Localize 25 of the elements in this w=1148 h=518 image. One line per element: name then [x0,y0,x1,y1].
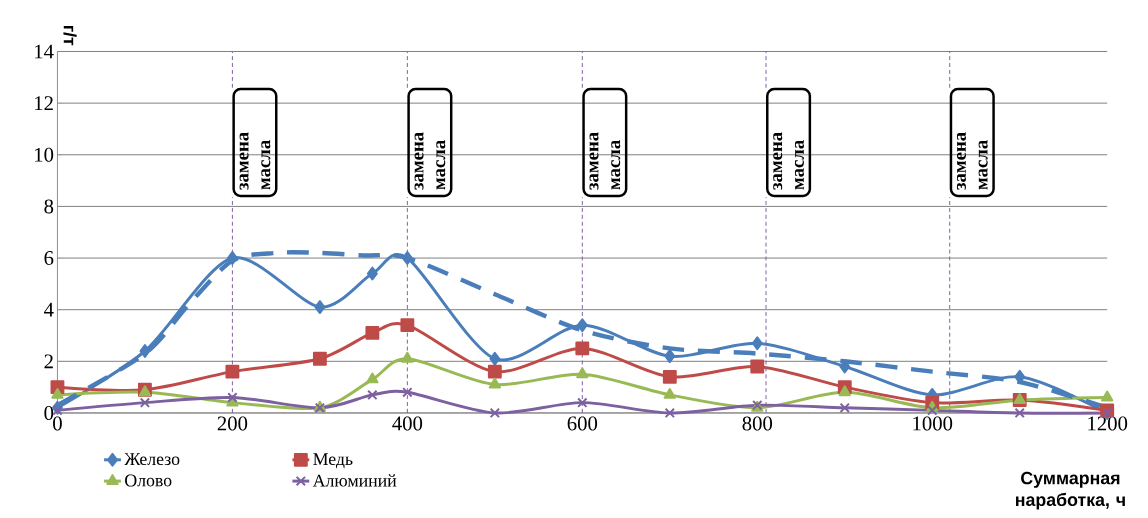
x-tick-label: 1200 [1088,416,1128,431]
ref-line-label: замена масла [773,132,804,190]
x-tick-label: 1000 [913,416,953,431]
legend-label: Медь [313,453,353,469]
x-axis-title: Суммарная наработка, ч [1016,471,1125,510]
ref-line-label: замена масла [239,132,271,190]
ref-line-label: замена масла [414,132,446,190]
y-tick-label: 14 [35,44,54,59]
x-tick-label: 200 [217,416,248,431]
y-axis-title: г/т [63,25,77,46]
y-tick-label: 12 [35,96,53,111]
y-tick-label: 0 [44,406,54,420]
legend-label: Олово [125,474,172,487]
y-tick-label: 2 [44,354,53,369]
ref-line-label: замена масла [956,132,988,190]
y-tick-label: 10 [35,147,54,162]
y-tick-label: 4 [44,302,54,317]
x-tick-label: 800 [742,416,773,431]
x-tick-label: 400 [392,416,423,431]
x-tick-label: 600 [567,416,598,431]
y-tick-label: 8 [44,199,54,214]
ref-line-label: замена масла [589,132,621,190]
legend-label: Алюминий [312,474,397,487]
legend-label: Железо [124,453,180,466]
y-tick-label: 6 [44,251,54,266]
